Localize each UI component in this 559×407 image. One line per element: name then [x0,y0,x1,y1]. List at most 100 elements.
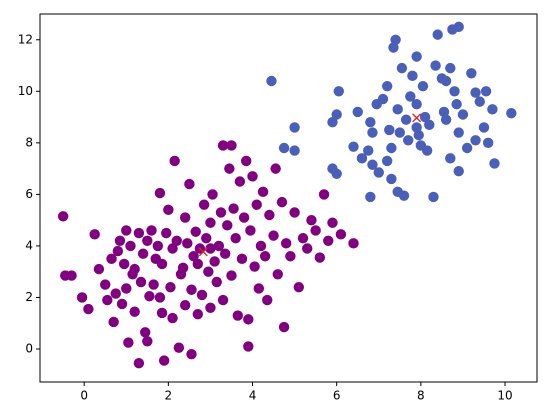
point [228,203,239,214]
point [110,288,121,299]
point [144,290,155,302]
point [270,163,281,174]
point [386,142,397,154]
point [453,165,464,177]
point [306,214,317,226]
point [449,86,460,97]
point [310,225,321,236]
point [289,145,300,156]
point [466,68,477,79]
point [234,176,246,187]
point [407,70,418,82]
y-tick-label: 8 [25,135,33,149]
point [112,245,124,257]
point [167,243,178,254]
point [196,289,208,301]
point [108,316,119,328]
point [192,258,204,270]
centroid-marker [412,113,422,123]
point [177,262,189,274]
point [367,159,378,170]
point [470,87,481,98]
point [217,294,229,306]
x-tick-label: 0 [80,389,88,403]
point [255,240,267,252]
point [428,191,439,203]
point [121,283,132,294]
point [156,307,168,319]
point [400,114,412,125]
point [457,109,469,120]
point [76,292,88,303]
point [209,256,220,267]
point [123,337,134,348]
point [89,229,100,240]
point [445,153,456,164]
point [156,258,168,270]
point [205,302,216,313]
point [482,137,494,149]
point [365,191,376,203]
point [241,155,252,167]
point [386,173,397,185]
point [417,80,429,92]
point [411,122,422,133]
point [262,294,273,306]
point [224,163,235,174]
point [213,240,225,252]
point [470,135,481,146]
point [363,145,374,156]
point [327,117,338,128]
point [453,127,464,138]
point [411,98,422,110]
point [129,263,140,275]
point [215,207,227,218]
x-tick-label: 10 [497,389,512,403]
point [154,292,166,303]
point [142,235,153,246]
plot-area [57,21,517,369]
point [154,187,166,199]
point [243,314,254,325]
point [432,29,443,40]
point [230,233,241,244]
point [251,199,262,210]
point [461,142,473,154]
point [280,238,292,249]
point [430,60,441,71]
point [367,127,378,138]
point [243,341,254,352]
point [489,158,500,169]
point [121,225,132,236]
point [276,196,288,208]
point [57,211,69,222]
point [114,235,126,246]
point [264,209,275,221]
point [190,226,201,237]
point [478,122,490,133]
point [327,217,338,228]
point [356,153,368,164]
point [384,124,395,136]
point [165,281,176,293]
point [487,104,498,115]
point [100,279,111,290]
point [93,263,105,275]
point [474,96,485,107]
point [249,261,260,272]
point [232,310,243,321]
axes-frame [39,13,538,383]
point [451,98,462,110]
point [205,243,216,254]
point [171,235,182,246]
centroid-marker [198,247,208,257]
y-tick-label: 4 [25,238,33,252]
point [405,91,416,102]
point [289,207,300,218]
point [184,178,195,190]
point [440,75,452,87]
point [161,227,172,239]
point [506,108,517,119]
point [453,21,464,33]
